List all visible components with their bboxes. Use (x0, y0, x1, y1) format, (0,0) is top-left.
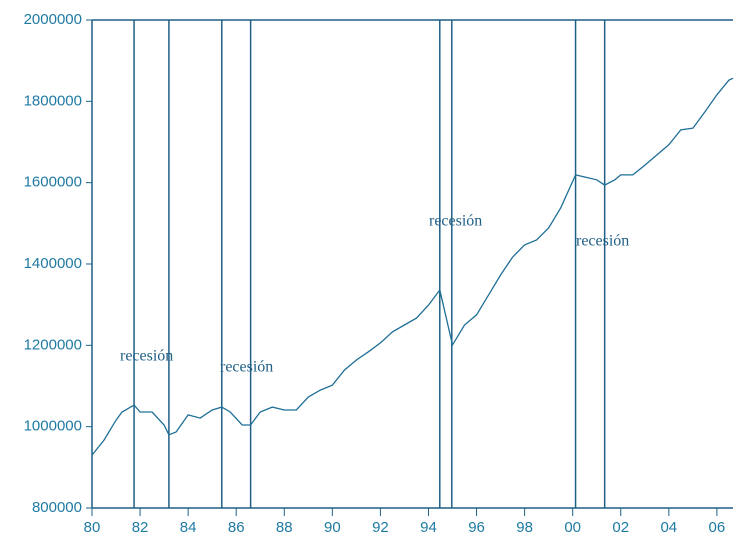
x-tick-label: 96 (468, 519, 485, 536)
y-tick-label: 1200000 (24, 336, 82, 353)
x-tick-label: 84 (180, 519, 197, 536)
x-tick-label: 00 (564, 519, 581, 536)
x-tick-label: 92 (372, 519, 389, 536)
x-tick-label: 02 (612, 519, 629, 536)
x-tick-label: 94 (420, 519, 437, 536)
recession-label: recesión (220, 359, 273, 376)
y-tick-label: 1000000 (24, 418, 82, 435)
y-tick-label: 800000 (32, 499, 82, 516)
y-tick-label: 1600000 (24, 174, 82, 191)
series-line (91, 77, 734, 456)
x-tick-label: 04 (660, 519, 677, 536)
x-tick-label: 98 (516, 519, 533, 536)
x-tick-label: 82 (132, 519, 149, 536)
x-tick-label: 90 (324, 519, 341, 536)
y-tick-label: 2000000 (24, 11, 82, 28)
x-tick-label: 88 (276, 519, 293, 536)
y-tick-label: 1400000 (24, 255, 82, 272)
x-tick-label: 80 (84, 519, 101, 536)
recession-label: recesión (429, 213, 482, 230)
x-tick-label: 06 (709, 519, 726, 536)
recession-label: recesión (576, 233, 629, 250)
x-tick-label: 86 (228, 519, 245, 536)
recession-label: recesión (120, 348, 173, 365)
y-tick-label: 1800000 (24, 92, 82, 109)
